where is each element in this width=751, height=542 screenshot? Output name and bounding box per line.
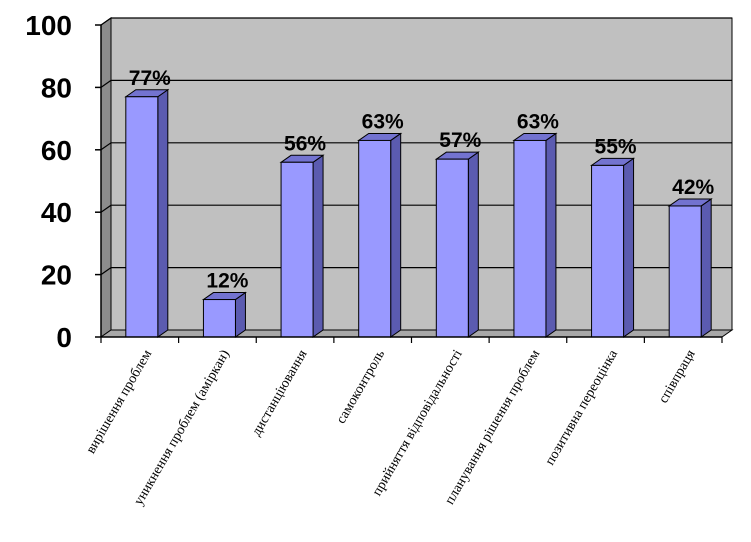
gridline [100, 79, 732, 88]
bar-front [591, 164, 625, 338]
category-label: уникнення проблем (аміркан) [131, 347, 233, 508]
data-label: 42% [672, 176, 714, 199]
data-label: 77% [129, 67, 171, 90]
y-tick-label: 40 [41, 197, 72, 228]
bar [357, 132, 403, 338]
y-tick-labels: 0 20 40 60 80 100 [25, 10, 72, 353]
data-label: 63% [517, 110, 559, 133]
data-label: 12% [206, 270, 248, 293]
bar-front [202, 299, 236, 338]
bar-side [157, 88, 169, 338]
plot-back-wall [110, 17, 733, 331]
bar [279, 154, 325, 338]
data-label: 63% [362, 110, 404, 133]
y-tick-label: 60 [41, 135, 72, 166]
bar [667, 197, 713, 338]
bar [589, 157, 636, 338]
bar-side [623, 157, 635, 338]
bar-side [390, 132, 402, 338]
bar-side [234, 291, 246, 338]
bar [512, 132, 558, 338]
plot-floor [99, 329, 734, 338]
x-axis [100, 336, 723, 343]
category-label: прийняття відповідальності [370, 347, 466, 498]
y-tick-label: 0 [56, 322, 72, 353]
bar-side [545, 132, 557, 338]
bar-side [312, 154, 324, 338]
bar-front [668, 205, 702, 338]
category-label: вирішення проблем [84, 347, 156, 456]
data-label: 56% [284, 132, 326, 155]
y-tick-label: 80 [41, 72, 72, 103]
category-label: позитивна переоцінка [543, 347, 622, 468]
bars [124, 88, 713, 338]
bar-front [125, 96, 159, 338]
bar [201, 291, 248, 338]
data-label: 55% [595, 135, 637, 158]
plot-side-wall [100, 17, 112, 338]
y-tick-label: 20 [41, 260, 72, 291]
y-tick-label: 100 [25, 10, 72, 41]
y-axis [95, 24, 102, 338]
bar-front [280, 161, 314, 338]
bar-front [435, 158, 469, 338]
gridline [100, 17, 732, 26]
category-label: дистанціювання [249, 347, 311, 439]
category-label: планування рішення проблем [442, 347, 543, 507]
bar [124, 88, 170, 338]
bar-side [700, 197, 712, 338]
data-labels: 77% 12% 56% 63% 57% 63% 55% 42% [129, 67, 715, 293]
bar-side [467, 151, 479, 338]
category-label: співпраця [656, 347, 699, 406]
bar-front [358, 139, 392, 338]
bar-front [513, 139, 547, 338]
data-label: 57% [439, 129, 481, 152]
category-label: самоконтроль [334, 348, 388, 427]
bar [434, 151, 480, 338]
